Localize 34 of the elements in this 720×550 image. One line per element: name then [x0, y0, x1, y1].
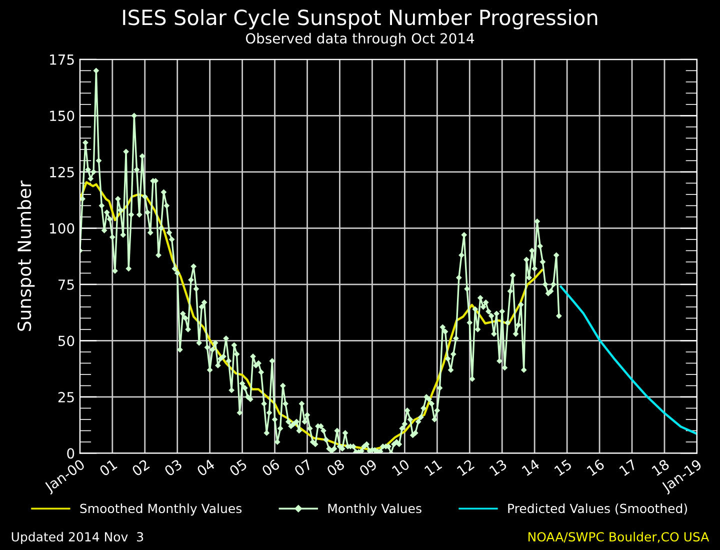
x-tick-label: 16 — [586, 458, 605, 476]
chart-subtitle: Observed data through Oct 2014 — [246, 32, 474, 46]
x-tick-label: 09 — [358, 458, 378, 476]
line-series — [560, 286, 697, 435]
legend-label: Monthly Values — [328, 504, 422, 516]
x-tick-label: 15 — [554, 459, 572, 476]
text: NOAA/SWPC Boulder,CO USA — [528, 532, 710, 543]
x-tick-label: 17 — [619, 459, 638, 476]
chart-title: ISES Solar Cycle Sunspot Number Progression — [123, 9, 598, 30]
text: Updated 2014 Nov 3 — [12, 532, 144, 544]
y-tick-label: 125 — [50, 166, 74, 178]
x-tick-label: 13 — [489, 458, 508, 476]
y-tick-label: 0 — [67, 448, 74, 459]
x-tick-label: 02 — [131, 459, 150, 476]
x-tick-label: 01 — [98, 459, 118, 476]
y-tick-label: 25 — [58, 392, 74, 402]
legend-label: Smoothed Monthly Values — [80, 504, 242, 516]
x-tick-label: 14 — [522, 458, 540, 476]
x-tick-label: 11 — [424, 459, 442, 476]
x-tick-label: 04 — [196, 458, 216, 476]
y-tick-label: 175 — [50, 54, 74, 65]
x-tick-label: 06 — [261, 458, 280, 476]
legend-label: Predicted Values (Smoothed) — [508, 504, 687, 515]
y-tick-label: 150 — [50, 110, 74, 122]
y-tick-label: 100 — [50, 223, 74, 234]
y-axis-title: Sunspot Number — [17, 180, 35, 331]
x-tick-label: 03 — [164, 458, 183, 476]
x-tick-label: 07 — [294, 458, 312, 476]
x-tick-label: 12 — [456, 459, 475, 476]
y-tick-label: 50 — [58, 336, 74, 346]
x-tick-label: 08 — [326, 458, 346, 476]
y-tick-label: 75 — [58, 280, 74, 290]
x-tick-label: 10 — [392, 458, 410, 476]
x-tick-label: 05 — [228, 458, 248, 476]
